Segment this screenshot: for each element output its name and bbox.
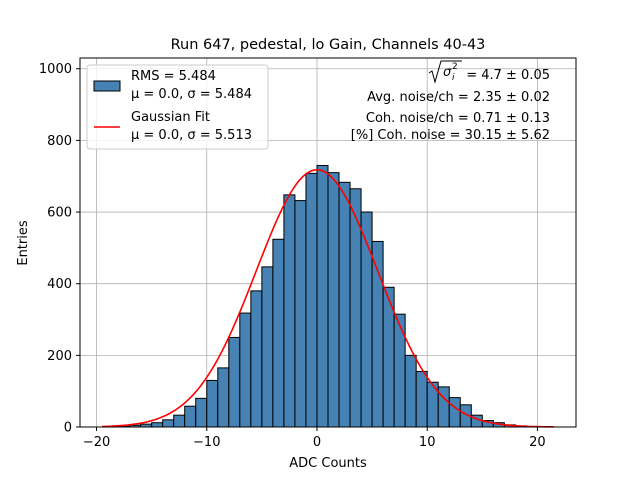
chart-title: Run 647, pedestal, lo Gain, Channels 40-… [171, 37, 486, 53]
histogram-bar [272, 238, 285, 428]
histogram-bar [173, 414, 186, 428]
y-tick-label: 200 [47, 349, 72, 364]
pct-coh-noise-annotation: [%] Coh. noise = 30.15 ± 5.62 [351, 128, 550, 143]
legend-rms-params: μ = 0.0, σ = 5.484 [131, 87, 252, 102]
sqrt-symbol [428, 60, 462, 84]
x-axis-label: ADC Counts [289, 456, 367, 471]
histogram-bar [162, 419, 175, 428]
x-tick-label: 0 [313, 435, 321, 450]
legend-box [86, 64, 269, 150]
legend-bar-swatch [93, 80, 121, 92]
sigma-squared-value: = 4.7 ± 0.05 [466, 68, 550, 83]
sigma-squared-formula: σ 2 i [428, 60, 462, 84]
sigma-exponent: 2 [452, 62, 458, 72]
histogram-bar [228, 336, 241, 428]
legend-rms-label: RMS = 5.484 [131, 69, 216, 84]
noise-annotations: σ 2 i = 4.7 ± 0.05 Avg. noise/ch = 2.35 … [351, 60, 550, 143]
x-tick-label: 20 [529, 435, 546, 450]
x-tick-label: 10 [419, 435, 436, 450]
legend-fit-params: μ = 0.0, σ = 5.513 [131, 128, 252, 143]
x-tick-label: −10 [193, 435, 220, 450]
histogram-bar [327, 172, 340, 428]
histogram-bar [338, 181, 351, 428]
y-axis-label: Entries [16, 220, 31, 266]
histogram-bar [195, 397, 208, 428]
y-tick-label: 400 [47, 277, 72, 292]
histogram-bar [316, 164, 329, 428]
plot-frame [79, 57, 577, 428]
sigma-symbol: σ [443, 65, 452, 80]
y-axis-ticks: 0 200 400 600 800 1000 [39, 62, 80, 436]
histogram-bar [184, 405, 197, 428]
histogram-bar [415, 370, 428, 428]
histogram-bar [250, 290, 263, 428]
histogram-bar [261, 266, 274, 428]
legend: RMS = 5.484 μ = 0.0, σ = 5.484 Gaussian … [86, 64, 269, 150]
x-tick-label: −20 [83, 435, 110, 450]
histogram-bar [217, 367, 230, 428]
histogram-bar [393, 313, 406, 428]
y-tick-label: 600 [47, 206, 72, 221]
histogram-bar [239, 312, 252, 428]
y-tick-label: 0 [64, 421, 72, 436]
histogram-bar [283, 194, 296, 428]
histogram-bar [294, 200, 307, 428]
histogram-bar [151, 422, 164, 428]
y-tick-label: 800 [47, 134, 72, 149]
histogram-bar [305, 172, 318, 428]
gaussian-fit-curve [102, 168, 554, 428]
avg-noise-annotation: Avg. noise/ch = 2.35 ± 0.02 [367, 90, 550, 105]
y-tick-label: 1000 [39, 62, 72, 77]
histogram-bar [404, 354, 417, 428]
histogram-bar [448, 397, 461, 428]
sigma-subscript: i [452, 73, 455, 83]
x-axis-ticks: −20 −10 0 10 20 [83, 427, 546, 450]
legend-fit-label: Gaussian Fit [131, 110, 210, 125]
histogram-bar [206, 379, 219, 428]
coh-noise-annotation: Coh. noise/ch = 0.71 ± 0.13 [366, 111, 550, 126]
